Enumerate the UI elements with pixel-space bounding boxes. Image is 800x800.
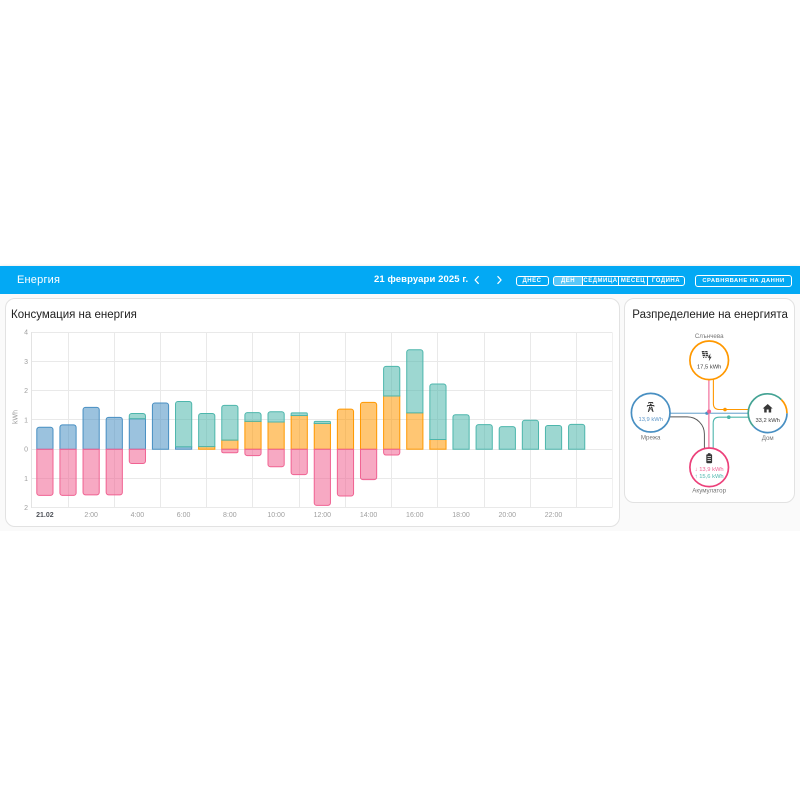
svg-text:6:00: 6:00 bbox=[176, 512, 190, 519]
svg-text:8:00: 8:00 bbox=[223, 512, 237, 519]
svg-text:16:00: 16:00 bbox=[406, 512, 424, 519]
svg-text:0: 0 bbox=[24, 447, 28, 454]
svg-text:1: 1 bbox=[24, 476, 28, 483]
svg-text:33,2 kWh: 33,2 kWh bbox=[756, 418, 780, 424]
svg-text:4: 4 bbox=[24, 330, 28, 337]
svg-text:13,9 kWh: 13,9 kWh bbox=[639, 417, 663, 423]
svg-text:2: 2 bbox=[24, 388, 28, 395]
svg-text:20:00: 20:00 bbox=[498, 512, 516, 519]
svg-text:Мрежа: Мрежа bbox=[641, 434, 661, 441]
svg-text:10:00: 10:00 bbox=[267, 512, 285, 519]
svg-text:12:00: 12:00 bbox=[313, 512, 331, 519]
svg-text:22:00: 22:00 bbox=[544, 512, 562, 519]
svg-text:↓ 13,9 kWh: ↓ 13,9 kWh bbox=[695, 467, 724, 473]
svg-text:4:00: 4:00 bbox=[130, 512, 144, 519]
svg-text:Акумулатор: Акумулатор bbox=[693, 487, 727, 494]
svg-text:kWh: kWh bbox=[12, 410, 19, 424]
svg-text:Слънчева: Слънчева bbox=[695, 333, 724, 340]
svg-text:1: 1 bbox=[24, 417, 28, 424]
svg-text:14:00: 14:00 bbox=[359, 512, 377, 519]
svg-text:17,5 kWh: 17,5 kWh bbox=[697, 365, 721, 371]
svg-text:2: 2 bbox=[24, 505, 28, 512]
svg-text:18:00: 18:00 bbox=[452, 512, 470, 519]
svg-text:21.02: 21.02 bbox=[36, 512, 54, 519]
svg-text:3: 3 bbox=[24, 359, 28, 366]
svg-text:2:00: 2:00 bbox=[84, 512, 98, 519]
svg-text:Дом: Дом bbox=[762, 435, 774, 442]
svg-text:↑ 15,6 kWh: ↑ 15,6 kWh bbox=[695, 474, 724, 480]
